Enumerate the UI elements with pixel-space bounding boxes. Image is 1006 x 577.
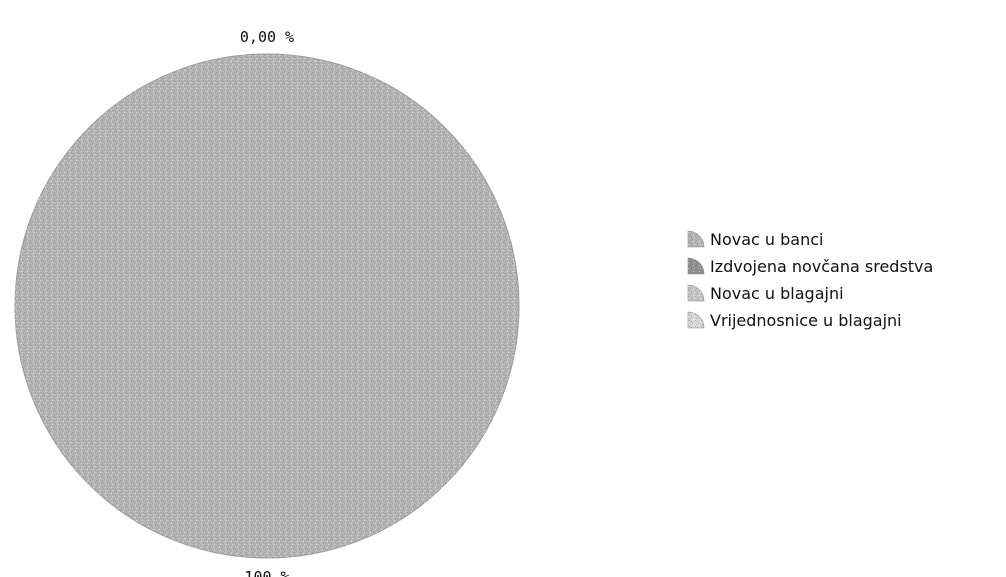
legend-item-vrijednosnice-u-blagajni: Vrijednosnice u blagajni (687, 311, 902, 330)
pie-slice-texture-novac-u-banci (15, 54, 519, 558)
data-label-top: 0,00 % (240, 28, 294, 46)
legend-swatch-texture (688, 312, 704, 328)
pie-data-labels: 0,00 % 100 % (240, 28, 294, 577)
legend-label: Novac u banci (710, 230, 823, 249)
legend-label: Vrijednosnice u blagajni (710, 311, 902, 330)
legend-item-izdvojena-novcana-sredstva: Izdvojena novčana sredstva (687, 257, 933, 276)
legend: Novac u banci Izdvojena novčana sredstva N… (687, 230, 933, 330)
legend-swatch-texture (688, 231, 704, 247)
legend-label: Novac u blagajni (710, 284, 844, 303)
legend-swatch-texture (688, 258, 704, 274)
legend-swatch-texture (688, 285, 704, 301)
legend-label: Izdvojena novčana sredstva (710, 257, 933, 276)
legend-item-novac-u-blagajni: Novac u blagajni (687, 284, 844, 303)
legend-item-novac-u-banci: Novac u banci (687, 230, 823, 249)
data-label-bottom: 100 % (244, 568, 289, 577)
pie-slices (14, 53, 520, 559)
